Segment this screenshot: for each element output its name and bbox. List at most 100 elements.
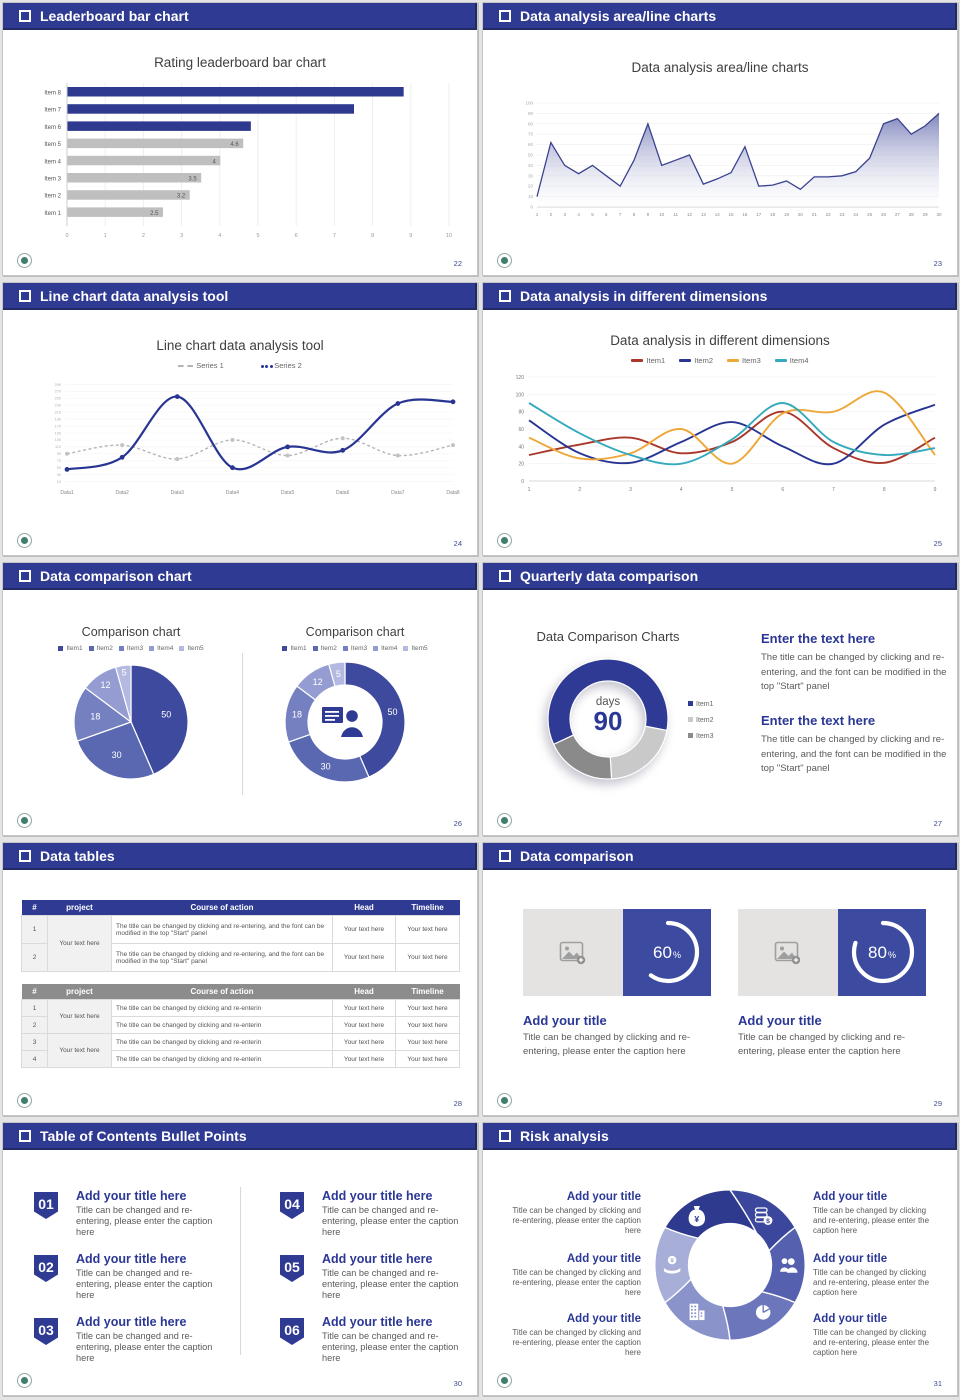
money-bag-icon: ¥ — [688, 1206, 706, 1227]
svg-text:80: 80 — [518, 410, 524, 416]
svg-text:2: 2 — [578, 487, 581, 493]
slide-header-label: Risk analysis — [520, 1127, 609, 1144]
svg-text:16: 16 — [742, 212, 748, 217]
svg-text:90: 90 — [57, 452, 61, 456]
svg-text:18: 18 — [292, 710, 302, 720]
slide-header: Leaderboard bar chart — [3, 3, 477, 30]
slide-header-label: Data comparison chart — [40, 567, 192, 584]
bullet-square-icon — [19, 9, 31, 22]
svg-text:19: 19 — [784, 212, 790, 217]
university-logo — [17, 813, 32, 828]
svg-text:24: 24 — [853, 212, 859, 217]
svg-text:4: 4 — [218, 233, 221, 239]
slide-header: Data comparison chart — [3, 563, 477, 590]
slide-header: Data analysis in different dimensions — [483, 283, 957, 310]
svg-text:0: 0 — [530, 205, 533, 210]
svg-text:11: 11 — [673, 212, 678, 217]
slide-data-tables[interactable]: Data tables # project Course of action Hea… — [2, 842, 478, 1116]
svg-text:Item 2: Item 2 — [44, 194, 61, 200]
svg-text:50: 50 — [57, 466, 61, 470]
toc-caption: Title can be changed and re-entering, pl… — [322, 1331, 459, 1363]
slide-data-comparison-chart[interactable]: Data comparison chart Comparison chart C… — [2, 562, 478, 836]
svg-text:8: 8 — [633, 212, 636, 217]
svg-text:100: 100 — [525, 101, 533, 106]
svg-text:30: 30 — [321, 761, 331, 771]
svg-text:25: 25 — [867, 212, 873, 217]
aperture-blade — [663, 1189, 758, 1240]
item2-line-marker — [679, 359, 692, 362]
svg-text:60: 60 — [528, 142, 534, 147]
svg-text:3.2: 3.2 — [177, 194, 186, 200]
people-icon — [780, 1258, 798, 1273]
university-logo — [17, 253, 32, 268]
project-table-gray: # project Course of action Head Timeline 1… — [21, 984, 460, 1068]
project-cell: Your text here — [47, 915, 112, 972]
svg-text:3: 3 — [563, 212, 566, 217]
bullet-square-icon — [19, 289, 31, 302]
chart-title: Line chart data analysis tool — [156, 338, 324, 353]
toc-badge: 06 — [280, 1318, 304, 1345]
slide-leaderboard-bar-chart[interactable]: Leaderboard bar chart Rating leaderboard… — [2, 2, 478, 276]
svg-text:100: 100 — [516, 392, 525, 398]
svg-text:5: 5 — [731, 487, 734, 493]
svg-text:10: 10 — [659, 212, 665, 217]
donut-legend: Item1 Item2 Item3 Item4 Item5 — [235, 645, 475, 652]
svg-text:40: 40 — [518, 444, 524, 450]
svg-text:30: 30 — [112, 750, 122, 760]
svg-text:7: 7 — [333, 233, 336, 239]
university-logo — [17, 533, 32, 548]
card-title: Add your title — [523, 1013, 607, 1028]
slide-toc-bullets[interactable]: Table of Contents Bullet Points 01 Add y… — [2, 1122, 478, 1396]
line-chart: 290 270 250 230 210 190 170 150 130 110 90 70 50 30 10… — [55, 383, 460, 496]
svg-text:10: 10 — [446, 233, 452, 239]
svg-text:Data1: Data1 — [60, 490, 74, 496]
svg-text:Data5: Data5 — [281, 490, 295, 496]
bullet-square-icon — [19, 1129, 31, 1142]
page-number: 25 — [933, 539, 942, 548]
svg-text:8: 8 — [883, 487, 886, 493]
svg-text:23: 23 — [839, 212, 845, 217]
svg-text:Data2: Data2 — [115, 490, 129, 496]
bullet-square-icon — [19, 849, 31, 862]
presenter-icon — [322, 707, 363, 737]
page-number: 29 — [933, 1099, 942, 1108]
slide-risk-analysis[interactable]: Risk analysis $ ¥ ¥ Add your title Title c… — [482, 1122, 958, 1396]
page-number: 26 — [453, 819, 462, 828]
svg-text:9: 9 — [647, 212, 650, 217]
toc-badge: 04 — [280, 1192, 304, 1219]
slide-line-chart-tool[interactable]: Line chart data analysis tool Line chart… — [2, 282, 478, 556]
progress-ring-80 — [851, 920, 915, 984]
slide-data-comparison-rings[interactable]: Data comparison 60% Add your title Title… — [482, 842, 958, 1116]
slide-dimensions-chart[interactable]: Data analysis in different dimensions Da… — [482, 282, 958, 556]
slide-quarterly-comparison[interactable]: Quarterly data comparison Data Compariso… — [482, 562, 958, 836]
row-index: 2 — [21, 943, 48, 972]
university-logo — [17, 1093, 32, 1108]
risk-block: Add your title Title can be changed by c… — [813, 1191, 930, 1235]
svg-text:270: 270 — [55, 390, 61, 394]
course-cell: The title can be changed by clicking and… — [111, 915, 333, 944]
chart-title: Rating leaderboard bar chart — [154, 55, 326, 70]
card-caption: Title can be changed by clicking and re-… — [738, 1032, 906, 1057]
svg-text:Item 4: Item 4 — [44, 159, 61, 165]
image-placeholder — [523, 909, 623, 996]
percent-value: 80% — [868, 942, 896, 962]
svg-text:1: 1 — [104, 233, 107, 239]
image-placeholder-icon — [559, 941, 586, 964]
chart-title: Data analysis in different dimensions — [610, 333, 830, 348]
svg-text:Item 8: Item 8 — [44, 91, 61, 97]
toc-title: Add your title here — [322, 1189, 433, 1203]
slide-area-line-charts[interactable]: Data analysis area/line charts Data anal… — [482, 2, 958, 276]
page-number: 24 — [453, 539, 462, 548]
svg-text:120: 120 — [516, 375, 525, 381]
toc-caption: Title can be changed and re-entering, pl… — [76, 1331, 213, 1363]
slide-header: Data tables — [3, 843, 477, 870]
progress-panel: 80% — [838, 909, 926, 996]
svg-text:18: 18 — [770, 212, 776, 217]
svg-text:130: 130 — [55, 438, 61, 442]
svg-text:2: 2 — [550, 212, 553, 217]
svg-text:190: 190 — [55, 417, 61, 421]
svg-text:3: 3 — [180, 233, 183, 239]
multi-line-chart: 0 20 40 60 80 100 120 1 2 3 4 5 6 7 8 9 — [516, 375, 937, 493]
svg-text:50: 50 — [387, 707, 397, 717]
